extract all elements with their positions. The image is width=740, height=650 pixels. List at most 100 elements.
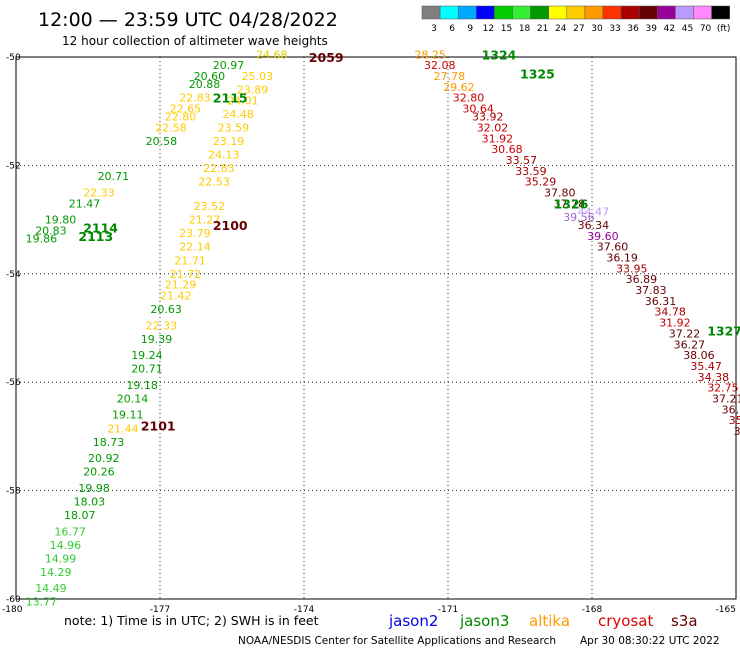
wave-height-value: 39.56 bbox=[563, 211, 595, 224]
x-tick-label: -165 bbox=[716, 605, 736, 615]
wave-height-value: 28.25 bbox=[414, 48, 446, 61]
wave-height-value: 16.77 bbox=[54, 525, 86, 538]
wave-height-value: 20.63 bbox=[150, 303, 182, 316]
wave-height-value: 21.71 bbox=[174, 254, 206, 267]
y-tick-label: -60 bbox=[6, 595, 21, 605]
legend-label: 15 bbox=[501, 24, 512, 34]
legend-swatch bbox=[602, 5, 622, 20]
legend-swatch bbox=[675, 5, 694, 20]
wave-height-value: 34.38 bbox=[698, 371, 730, 384]
wave-height-value: 37.80 bbox=[544, 187, 576, 200]
wave-height-value: 22.80 bbox=[165, 111, 197, 124]
wave-height-value: 36.34 bbox=[578, 219, 610, 232]
wave-height-value: 22.53 bbox=[198, 176, 230, 189]
wave-height-value: 20.92 bbox=[88, 452, 120, 465]
pass-time-label: 1325 bbox=[520, 66, 555, 81]
wave-height-value: 20.97 bbox=[213, 59, 245, 72]
wave-height-value: 21.72 bbox=[170, 268, 202, 281]
wave-height-value: 20.83 bbox=[35, 224, 66, 237]
generated-timestamp: Apr 30 08:30:22 UTC 2022 bbox=[580, 635, 720, 647]
wave-height-value: 18.73 bbox=[93, 436, 125, 449]
legend-label: (ft) bbox=[717, 24, 731, 34]
wave-height-value: 22.14 bbox=[179, 241, 211, 254]
wave-height-value: 18.03 bbox=[74, 495, 106, 508]
legend-swatch bbox=[421, 5, 441, 20]
map-title: 12:00 — 23:59 UTC 04/28/2022 bbox=[38, 9, 338, 31]
legend-label: 6 bbox=[449, 24, 455, 34]
wave-height-value: 23.52 bbox=[194, 200, 226, 213]
wave-height-value: 31.92 bbox=[659, 317, 691, 330]
wave-height-value: 35.29 bbox=[525, 176, 557, 189]
y-tick-label: -50 bbox=[6, 53, 21, 63]
units-note: note: 1) Time is in UTC; 2) SWH is in fe… bbox=[64, 613, 319, 628]
wave-height-value: 37.78 bbox=[554, 197, 586, 210]
wave-height-value: 35.47 bbox=[690, 360, 722, 373]
wave-height-value: 20.71 bbox=[131, 363, 163, 376]
wave-height-value: 36.27 bbox=[674, 338, 706, 351]
legend-label: 39 bbox=[646, 24, 658, 34]
wave-height-value: 22.58 bbox=[155, 121, 187, 134]
wave-height-value: 20.71 bbox=[98, 170, 130, 183]
legend-swatch bbox=[584, 5, 604, 20]
wave-height-value: 20.14 bbox=[117, 392, 149, 405]
wave-height-value: 19.86 bbox=[26, 233, 57, 246]
x-tick-label: -180 bbox=[2, 605, 23, 615]
legend-swatch bbox=[457, 5, 477, 20]
pass-time-label: 1324 bbox=[482, 47, 517, 62]
y-tick-label: -52 bbox=[6, 161, 21, 171]
satellite-legend: jason2 jason3 altika cryosat s3a bbox=[388, 612, 698, 630]
wave-height-value: 37.22 bbox=[669, 327, 701, 340]
wave-height-value: 34.78 bbox=[654, 306, 686, 319]
satellite-name: jason3 bbox=[459, 612, 509, 630]
legend-swatch bbox=[657, 5, 676, 20]
wave-height-value: 36.89 bbox=[626, 273, 658, 286]
wave-height-value: 24.68 bbox=[256, 48, 288, 61]
wave-height-value: 19.39 bbox=[141, 333, 173, 346]
wave-height-value: 30.64 bbox=[462, 102, 494, 115]
legend-label: 12 bbox=[483, 24, 494, 34]
wave-height-value: 20.26 bbox=[83, 466, 115, 479]
legend-swatch bbox=[512, 5, 531, 20]
wave-height-value: 36 bbox=[734, 425, 740, 438]
wave-height-value: 19.24 bbox=[131, 349, 163, 362]
legend-label: 18 bbox=[519, 24, 531, 34]
wave-height-value: 32.02 bbox=[477, 121, 509, 134]
satellite-name: cryosat bbox=[598, 612, 653, 630]
wave-height-value: 33.59 bbox=[515, 165, 547, 178]
wave-height-value: 14.49 bbox=[35, 582, 66, 595]
plot-frame bbox=[15, 56, 737, 600]
legend-label: 42 bbox=[664, 24, 675, 34]
wave-height-value: 24.48 bbox=[222, 108, 254, 121]
wave-height-value: 23.79 bbox=[179, 227, 211, 240]
map-subtitle: 12 hour collection of altimeter wave hei… bbox=[62, 34, 328, 48]
credit-line: NOAA/NESDIS Center for Satellite Applica… bbox=[238, 635, 556, 647]
pass-time-label: 2100 bbox=[213, 218, 248, 233]
wave-height-value: 22.65 bbox=[170, 102, 202, 115]
legend-label: 21 bbox=[537, 24, 548, 34]
wave-height-value: 23.59 bbox=[218, 121, 250, 134]
wave-height-value: 21.27 bbox=[189, 214, 221, 227]
pass-time-label: 2113 bbox=[78, 229, 113, 244]
wave-height-value: 29.62 bbox=[443, 81, 475, 94]
wave-height-value: 30.68 bbox=[491, 143, 523, 156]
legend-label: 33 bbox=[609, 24, 620, 34]
legend-swatch bbox=[439, 5, 459, 20]
wave-height-value: 20.58 bbox=[146, 135, 178, 148]
legend-swatch bbox=[494, 5, 513, 20]
wave-height-value: 25.03 bbox=[242, 70, 274, 83]
satellite-name: s3a bbox=[671, 612, 698, 630]
legend-swatch bbox=[693, 5, 712, 20]
legend-swatch bbox=[620, 5, 640, 20]
wave-height-value: 22.33 bbox=[146, 319, 178, 332]
pass-time-label: 1327 bbox=[707, 324, 740, 339]
satellite-name: altika bbox=[529, 612, 570, 630]
map-grid bbox=[15, 56, 737, 600]
wave-height-value: 18.07 bbox=[64, 509, 96, 522]
legend-label: 3 bbox=[431, 24, 437, 34]
wave-height-value: 14.29 bbox=[40, 566, 72, 579]
wave-height-value: 27.78 bbox=[434, 70, 466, 83]
wave-height-value: 13.77 bbox=[26, 596, 57, 609]
wave-height-value: 20.60 bbox=[194, 70, 226, 83]
wave-height-value: 44.47 bbox=[578, 205, 610, 218]
